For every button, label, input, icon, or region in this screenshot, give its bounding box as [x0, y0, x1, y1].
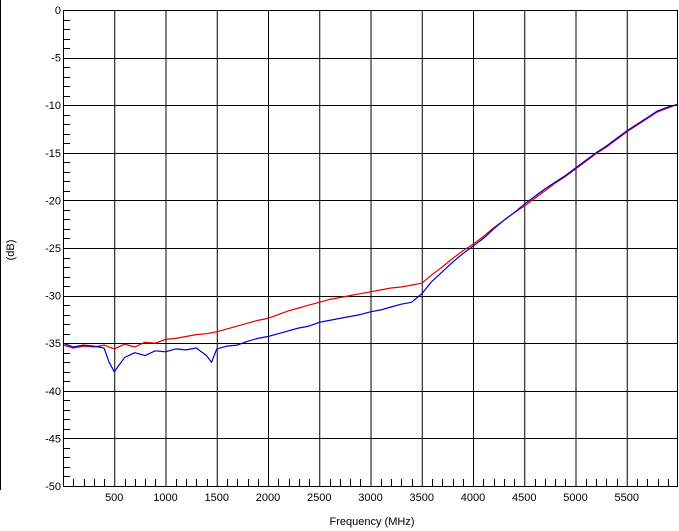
y-tick-label-5: -25: [45, 243, 61, 255]
y-tick-labels: 0 -5 -10 -15 -20 -25 -30 -35 -40 -45 -50: [45, 5, 61, 493]
x-tick-label-7: 4000: [461, 492, 485, 504]
x-tick-label-8: 4500: [512, 492, 536, 504]
series-layer: [62, 103, 679, 373]
y-tick-label-1: -5: [51, 53, 61, 65]
x-tick-label-5: 3000: [358, 492, 382, 504]
y-tick-label-2: -10: [45, 100, 61, 112]
x-tick-label-3: 2000: [256, 492, 280, 504]
x-tick-label-6: 3500: [410, 492, 434, 504]
y-tick-label-4: -20: [45, 195, 61, 207]
series-line-1: [62, 103, 679, 373]
x-tick-label-0: 500: [105, 492, 123, 504]
x-axis-title: Frequency (MHz): [330, 516, 415, 528]
grid: [63, 10, 678, 487]
y-tick-label-3: -15: [45, 148, 61, 160]
y-tick-label-6: -30: [45, 291, 61, 303]
y-tick-label-8: -40: [45, 386, 61, 398]
x-tick-label-10: 5500: [615, 492, 639, 504]
y-tick-label-0: 0: [55, 5, 61, 17]
y-tick-label-7: -35: [45, 338, 61, 350]
x-tick-label-9: 5000: [563, 492, 587, 504]
x-tick-label-1: 1000: [153, 492, 177, 504]
y-tick-label-10: -50: [45, 481, 61, 493]
x-tick-label-4: 2500: [307, 492, 331, 504]
x-tick-label-2: 1500: [205, 492, 229, 504]
minor-ticks: [63, 20, 669, 486]
y-tick-label-9: -45: [45, 433, 61, 445]
y-axis-title: (dB): [5, 240, 17, 261]
x-tick-labels: 500 1000 1500 2000 2500 3000 3500 4000 4500 5000 5…: [105, 492, 639, 504]
plot-frame: [63, 10, 678, 487]
series-line-0: [62, 103, 679, 350]
